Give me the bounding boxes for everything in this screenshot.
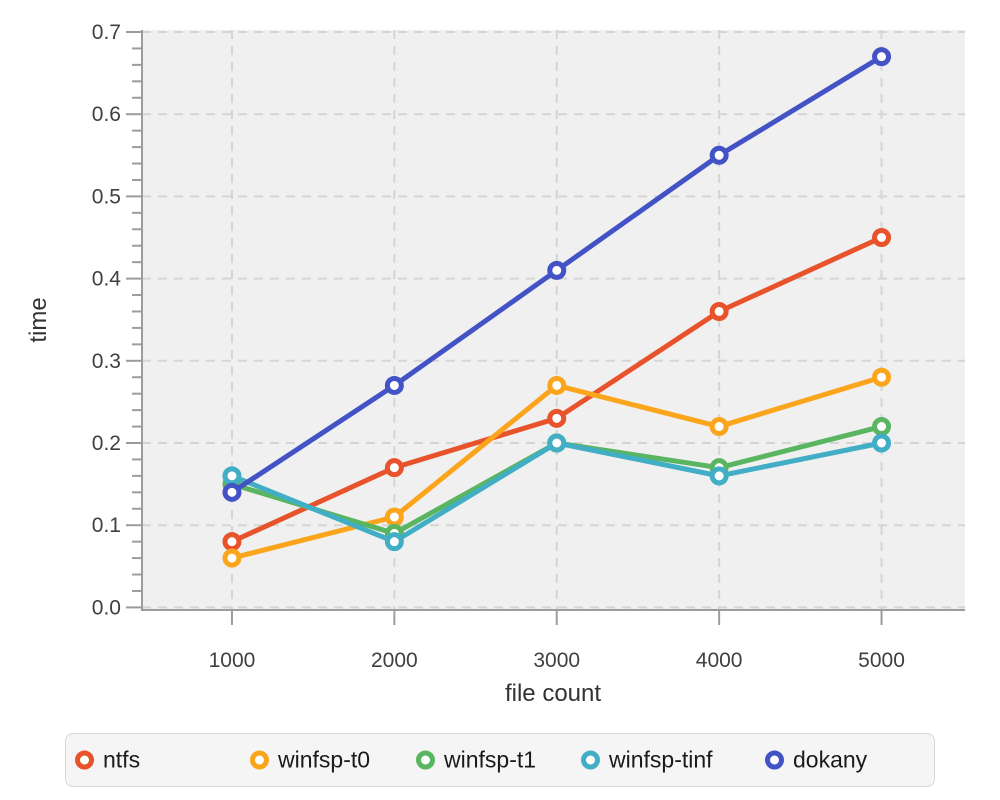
y-tick-label: 0.6 — [92, 103, 121, 126]
marker-winfsp-t0-3000 — [547, 375, 567, 395]
legend-label-winfsp-t0: winfsp-t0 — [278, 746, 371, 773]
dokany-marker-icon — [765, 750, 784, 770]
legend-item-dokany: dokany — [765, 746, 868, 773]
x-tick-label: 3000 — [533, 649, 580, 672]
y-tick-label: 0.2 — [92, 432, 121, 455]
marker-winfsp-tinf-1000 — [222, 466, 242, 486]
y-tick-label: 0.5 — [92, 185, 121, 208]
marker-dokany-4000 — [709, 145, 729, 165]
legend: ntfs winfsp-t0 winfsp-t1 winfsp-tinf dokany — [65, 733, 935, 787]
legend-label-winfsp-t1: winfsp-t1 — [444, 746, 537, 773]
y-tick-label: 0.4 — [92, 268, 122, 291]
legend-label-winfsp-tinf: winfsp-tinf — [609, 746, 713, 773]
marker-winfsp-t0-1000 — [222, 548, 242, 568]
marker-winfsp-t0-4000 — [709, 417, 729, 437]
winfsp-tinf-marker-icon — [581, 750, 600, 770]
marker-winfsp-t0-5000 — [872, 367, 892, 387]
y-axis-title: time — [25, 297, 52, 342]
legend-label-dokany: dokany — [793, 746, 868, 773]
marker-ntfs-5000 — [872, 228, 892, 247]
legend-item-winfsp-t1: winfsp-t1 — [416, 746, 537, 773]
marker-ntfs-2000 — [384, 458, 404, 478]
y-tick-label: 0.0 — [92, 596, 121, 619]
marker-dokany-2000 — [384, 375, 404, 395]
winfsp-t0-marker-icon — [250, 750, 269, 770]
x-tick-label: 5000 — [858, 649, 905, 672]
y-tick-label: 0.1 — [92, 514, 121, 537]
plot-background — [142, 30, 965, 610]
x-tick-label: 2000 — [371, 649, 418, 672]
legend-item-winfsp-t0: winfsp-t0 — [250, 746, 371, 773]
marker-winfsp-tinf-5000 — [872, 433, 892, 453]
ntfs-marker-icon — [75, 750, 94, 770]
marker-winfsp-tinf-3000 — [547, 433, 567, 453]
marker-winfsp-t1-5000 — [872, 417, 892, 437]
winfsp-t1-marker-icon — [416, 750, 435, 770]
marker-ntfs-3000 — [547, 408, 567, 428]
marker-dokany-5000 — [872, 47, 892, 67]
marker-ntfs-1000 — [222, 532, 242, 552]
legend-item-ntfs: ntfs — [75, 746, 141, 773]
legend-item-winfsp-tinf: winfsp-tinf — [581, 746, 713, 773]
y-tick-label: 0.7 — [92, 21, 121, 44]
marker-winfsp-tinf-2000 — [384, 532, 404, 552]
marker-ntfs-4000 — [709, 301, 729, 321]
y-tick-label: 0.3 — [92, 350, 121, 373]
x-axis-title: file count — [505, 680, 601, 707]
marker-dokany-3000 — [547, 260, 567, 280]
line-plot: 0.0 0.1 0.2 0.3 0.4 0.5 0.6 0.7 1000 2000 3000 4000… — [25, 21, 965, 707]
x-tick-label: 1000 — [209, 649, 256, 672]
legend-label-ntfs: ntfs — [103, 746, 141, 773]
marker-winfsp-tinf-4000 — [709, 466, 729, 486]
x-tick-label: 4000 — [696, 649, 743, 672]
marker-dokany-1000 — [222, 482, 242, 502]
marker-winfsp-t0-2000 — [384, 507, 404, 527]
